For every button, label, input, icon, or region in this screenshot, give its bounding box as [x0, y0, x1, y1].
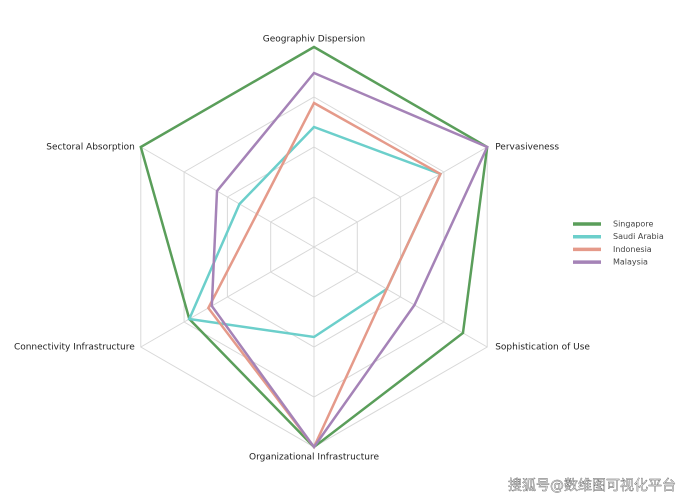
spoke	[140, 146, 315, 248]
spoke	[140, 246, 315, 348]
axis-label: Connectivity Infrastructure	[14, 343, 135, 353]
legend-text: Indonesia	[613, 245, 652, 254]
series-line	[206, 101, 443, 450]
series-line	[187, 125, 443, 339]
axis-label: Pervasiveness	[495, 143, 559, 153]
legend-text: Singapore	[613, 220, 653, 229]
legend-text: Malaysia	[613, 258, 648, 267]
spoke	[313, 246, 488, 348]
series-line	[210, 71, 489, 450]
axis-label: Sophistication of Use	[495, 343, 590, 353]
axis-label: Sectoral Absorption	[46, 143, 135, 153]
watermark: 搜狐号@数维图可视化平台	[508, 478, 676, 494]
axis-label: Organizational Infrastructure	[249, 453, 379, 463]
axis-label: Geographiv Dispersion	[263, 35, 366, 45]
legend-text: Saudi Arabia	[613, 232, 664, 241]
spoke	[313, 146, 488, 248]
